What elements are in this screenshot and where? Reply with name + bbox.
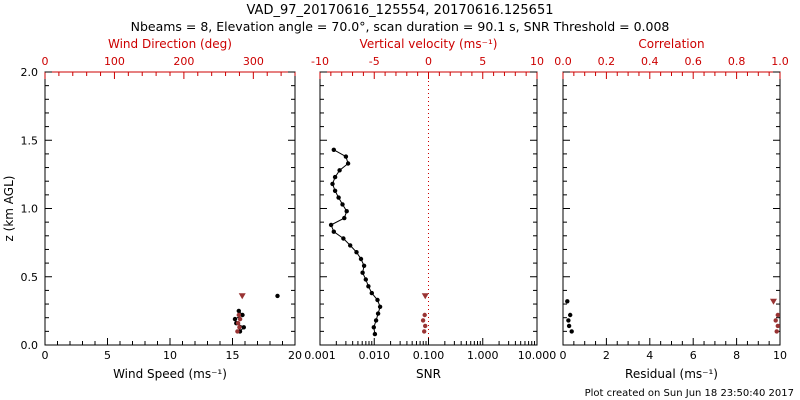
svg-text:0.010: 0.010 bbox=[359, 349, 391, 362]
panel-residual: 0 2 4 6 8 10 0.0 0.2 0.4 0.6 0.8 1.0 Residual (ms⁻¹)… bbox=[554, 37, 789, 381]
x2-axis-label-wind: Wind Direction (deg) bbox=[108, 37, 232, 51]
svg-text:0.001: 0.001 bbox=[304, 349, 336, 362]
panel-snr: 0.001 0.010 0.100 1.000 10.000 -10 -5 0 5 10 SNR Ve… bbox=[304, 37, 556, 381]
svg-text:10: 10 bbox=[163, 349, 177, 362]
svg-text:1.0: 1.0 bbox=[771, 55, 789, 68]
svg-text:4: 4 bbox=[646, 349, 653, 362]
series-wind-speed-isolated bbox=[275, 293, 280, 299]
svg-text:1.0: 1.0 bbox=[21, 203, 39, 216]
plot-created-timestamp: Plot created on Sun Jun 18 23:50:40 2017 bbox=[584, 388, 794, 399]
x-axis-label-residual: Residual (ms⁻¹) bbox=[625, 367, 718, 381]
svg-text:0.5: 0.5 bbox=[21, 271, 39, 284]
svg-text:10: 10 bbox=[773, 349, 787, 362]
svg-text:1.000: 1.000 bbox=[467, 349, 499, 362]
series-snr-profile bbox=[328, 147, 383, 337]
svg-text:15: 15 bbox=[226, 349, 240, 362]
svg-text:0: 0 bbox=[42, 55, 49, 68]
svg-text:0: 0 bbox=[560, 349, 567, 362]
series-correlation bbox=[773, 312, 780, 334]
svg-text:0.2: 0.2 bbox=[598, 55, 616, 68]
svg-text:20: 20 bbox=[288, 349, 302, 362]
svg-text:300: 300 bbox=[243, 55, 264, 68]
plot-subtitle: Nbeams = 8, Elevation angle = 70.0°, sca… bbox=[130, 19, 670, 34]
series-correlation-top bbox=[769, 298, 777, 305]
svg-text:0: 0 bbox=[42, 349, 49, 362]
x2-axis-label-snr: Vertical velocity (ms⁻¹) bbox=[360, 37, 498, 51]
svg-text:0.0: 0.0 bbox=[21, 339, 39, 352]
svg-text:8: 8 bbox=[733, 349, 740, 362]
svg-text:0.0: 0.0 bbox=[554, 55, 572, 68]
svg-text:6: 6 bbox=[690, 349, 697, 362]
svg-text:100: 100 bbox=[104, 55, 125, 68]
series-vertical-velocity bbox=[420, 312, 428, 334]
series-residual-profile bbox=[565, 299, 574, 334]
svg-text:2: 2 bbox=[603, 349, 610, 362]
svg-text:5: 5 bbox=[479, 55, 486, 68]
svg-text:2.0: 2.0 bbox=[21, 66, 39, 79]
svg-text:-5: -5 bbox=[369, 55, 380, 68]
svg-text:1.5: 1.5 bbox=[21, 134, 39, 147]
svg-text:200: 200 bbox=[173, 55, 194, 68]
x-axis-label-snr: SNR bbox=[416, 367, 441, 381]
series-wind-direction-top bbox=[238, 293, 246, 300]
svg-text:10.000: 10.000 bbox=[518, 349, 557, 362]
x2-axis-label-residual: Correlation bbox=[638, 37, 704, 51]
plot-title: VAD_97_20170616_125554, 20170616.125651 bbox=[246, 3, 554, 18]
svg-text:10: 10 bbox=[530, 55, 544, 68]
series-wind-direction bbox=[235, 312, 243, 334]
svg-text:0: 0 bbox=[425, 55, 432, 68]
svg-text:0.4: 0.4 bbox=[641, 55, 659, 68]
x-axis-label-wind: Wind Speed (ms⁻¹) bbox=[113, 367, 227, 381]
svg-text:0.100: 0.100 bbox=[413, 349, 445, 362]
series-vertical-velocity-top bbox=[421, 293, 429, 300]
svg-text:5: 5 bbox=[104, 349, 111, 362]
svg-text:0.8: 0.8 bbox=[728, 55, 746, 68]
y-axis-label: z (km AGL) bbox=[2, 176, 16, 242]
svg-text:0.6: 0.6 bbox=[684, 55, 702, 68]
svg-text:-10: -10 bbox=[311, 55, 329, 68]
